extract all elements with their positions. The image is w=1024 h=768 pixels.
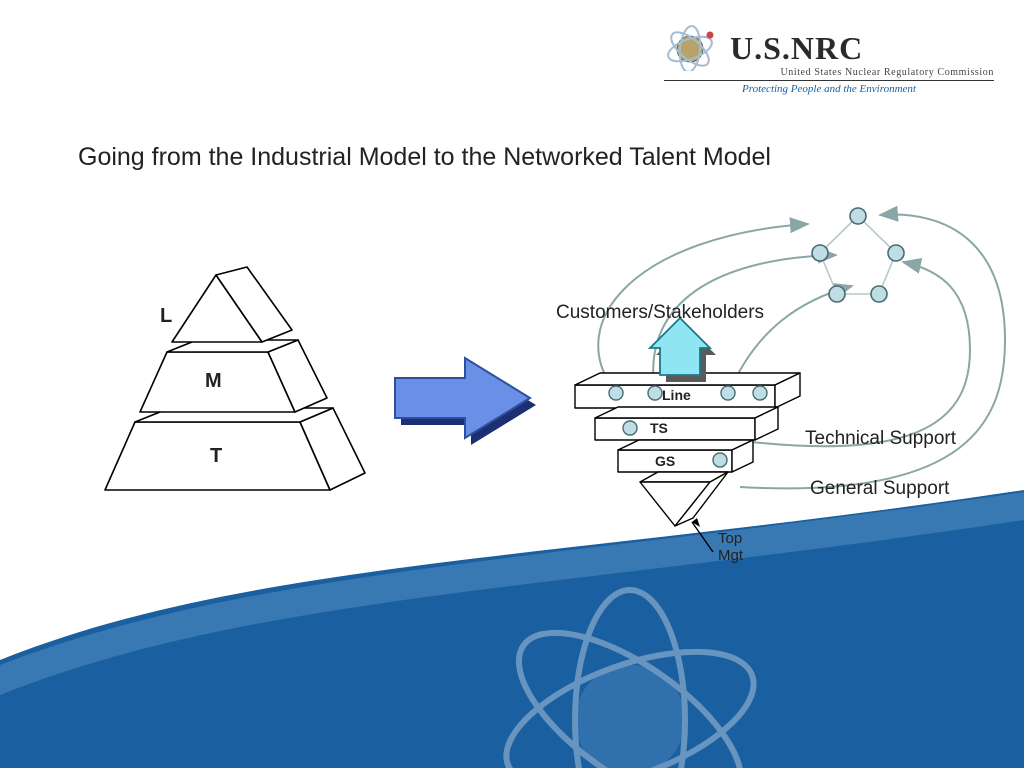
transition-arrow-icon [395,358,536,445]
left-pyramid-label-mid: M [205,370,222,393]
top-mgt-text: TopMgt [718,530,743,564]
customers-label: Customers/Stakeholders [556,302,764,324]
topmgt-pointer-head [692,518,700,527]
slide: U.S.NRC United States Nuclear Regulatory… [0,0,1024,768]
swoosh-decoration [0,490,1024,768]
tier-label-ts: TS [650,420,668,436]
tier-label-gs: GS [655,453,675,469]
technical-support-label: Technical Support [805,428,956,450]
left-pyramid-label-top: L [160,305,172,328]
top-mgt-label: TopMgt [718,530,743,565]
general-support-label: General Support [810,478,949,500]
diagram-stage [0,0,1024,768]
pentagon-network [812,208,904,302]
tier-label-line: Line [662,387,691,403]
left-pyramid [105,267,365,490]
left-pyramid-label-bot: T [210,445,222,468]
